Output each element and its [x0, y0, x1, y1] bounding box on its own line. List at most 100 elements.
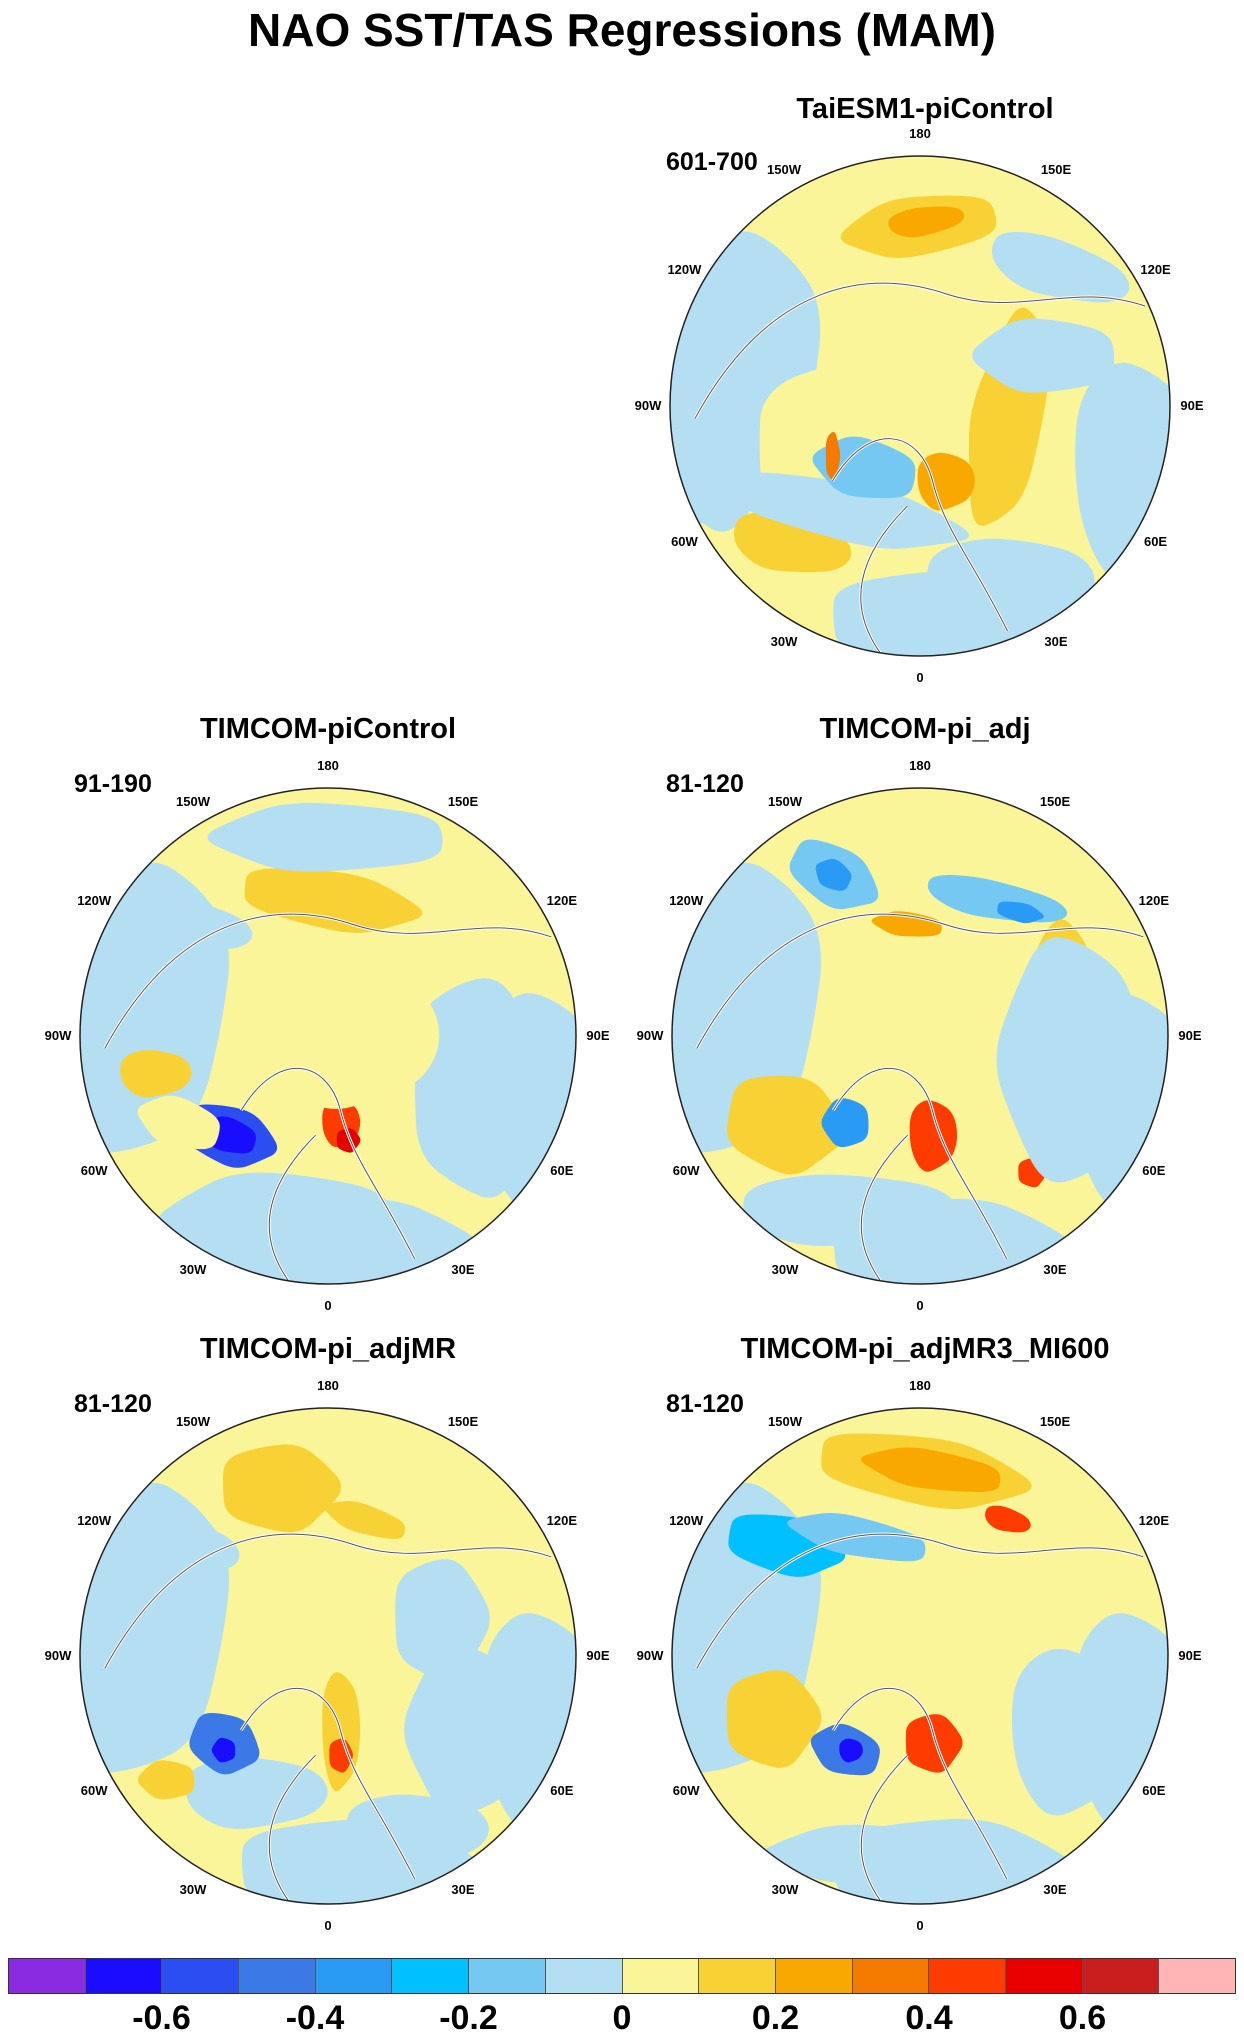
- contour-region: [148, 1516, 240, 1570]
- longitude-label: 150E: [447, 1414, 479, 1430]
- longitude-label: 120W: [667, 262, 702, 277]
- longitude-label: 180: [317, 1378, 339, 1393]
- longitude-label: 120E: [546, 893, 577, 908]
- longitude-label: 30W: [179, 1881, 207, 1897]
- longitude-label: 60E: [1142, 1783, 1166, 1798]
- longitude-label: 90E: [1180, 398, 1204, 413]
- longitude-label: 90W: [636, 1648, 664, 1663]
- panel-period: 81-120: [666, 770, 744, 798]
- colorbar-cell: [162, 1959, 240, 1993]
- longitude-label: 90W: [634, 398, 662, 413]
- contour-region: [207, 803, 443, 872]
- longitude-label: 30E: [1043, 1261, 1067, 1277]
- contour-region: [743, 1174, 957, 1247]
- colorbar-cell: [1082, 1959, 1160, 1993]
- longitude-label: 180: [909, 758, 931, 773]
- longitude-label: 90E: [1178, 1028, 1202, 1043]
- colorbar-cell: [315, 1959, 393, 1993]
- colorbar-cell: [239, 1959, 316, 1993]
- longitude-label: 90E: [586, 1028, 610, 1043]
- longitude-label: 180: [909, 126, 931, 141]
- colorbar-tick-label: -0.6: [132, 1999, 191, 2037]
- colorbar-cell: [929, 1959, 1006, 1993]
- longitude-label: 150W: [176, 1414, 210, 1430]
- colorbar-tick-label: 0.2: [751, 1999, 800, 2037]
- longitude-label: 60E: [550, 1163, 574, 1178]
- colorbar-cell: [775, 1959, 853, 1993]
- longitude-label: 120W: [669, 893, 704, 908]
- contour-region: [414, 978, 548, 1198]
- longitude-label: 0: [916, 670, 924, 685]
- longitude-label: 60W: [672, 1163, 700, 1178]
- longitude-label: 60E: [1143, 534, 1168, 549]
- panel-title: TIMCOM-pi_adj: [819, 713, 1031, 745]
- contour-region: [136, 897, 253, 950]
- contour-region: [157, 1172, 394, 1271]
- contour-region: [137, 1095, 220, 1150]
- longitude-label: 30E: [1044, 633, 1068, 649]
- colorbar-tick-label: 0: [612, 1999, 632, 2037]
- longitude-label: 90W: [44, 1648, 72, 1663]
- colorbar-tick-label: 0.4: [905, 1999, 953, 2037]
- contour-region: [323, 1501, 405, 1540]
- contour-region: [726, 1075, 846, 1175]
- longitude-label: 0: [324, 1918, 332, 1933]
- contour-region: [346, 1794, 489, 1867]
- contour-region: [860, 1447, 1001, 1492]
- longitude-label: 150E: [1040, 162, 1072, 178]
- contour-region: [888, 206, 965, 238]
- longitude-label: 150W: [768, 1414, 802, 1430]
- colorbar-cell: [85, 1959, 163, 1993]
- figure-title: NAO SST/TAS Regressions (MAM): [248, 4, 996, 56]
- contour-region: [761, 1824, 974, 1884]
- contour-region: [137, 1760, 195, 1800]
- contour-region: [909, 1100, 958, 1172]
- map-panel-timcom-pi-adjmr3-mi600: TIMCOM-pi_adjMR3_MI600 81-120 180 150E 120…: [610, 1328, 1240, 1933]
- contour-region: [404, 1643, 522, 1816]
- longitude-label: 30E: [1043, 1881, 1067, 1897]
- contour-region: [985, 1505, 1031, 1533]
- panel-period: 601-700: [666, 148, 758, 176]
- contour-region: [815, 858, 852, 891]
- contour-region: [211, 1737, 236, 1763]
- colorbar-cell: [1005, 1959, 1083, 1993]
- longitude-label: 120E: [1138, 893, 1169, 908]
- contour-region: [1011, 1648, 1131, 1816]
- panel-title: TIMCOM-pi_adjMR: [199, 1333, 457, 1365]
- contour-region: [991, 232, 1130, 303]
- longitude-label: 90E: [586, 1648, 610, 1663]
- longitude-label: 30W: [771, 1261, 799, 1277]
- longitude-label: 120E: [546, 1513, 577, 1528]
- longitude-label: 120W: [77, 1513, 112, 1528]
- longitude-label: 120E: [1138, 1513, 1169, 1528]
- contour-region: [972, 318, 1115, 393]
- longitude-label: 120W: [77, 893, 112, 908]
- colorbar-cell: [9, 1959, 86, 1993]
- colorbar-tick-label: -0.2: [439, 1999, 498, 2037]
- longitude-label: 90W: [636, 1028, 664, 1043]
- colorbar-cell: [392, 1959, 470, 1993]
- colorbar-cell: [852, 1959, 930, 1993]
- longitude-label: 60W: [671, 534, 698, 549]
- longitude-label: 150W: [767, 162, 801, 178]
- longitude-label: 0: [916, 1298, 924, 1313]
- colorbar-cell: [545, 1959, 623, 1993]
- longitude-label: 150W: [768, 794, 802, 810]
- polar-map: [671, 787, 1169, 1285]
- colorbar-cell: [622, 1959, 700, 1993]
- contour-region: [329, 1738, 353, 1773]
- panel-title: TIMCOM-piControl: [199, 713, 457, 745]
- colorbar-tick-label: 0.6: [1058, 1999, 1107, 2037]
- contour-region: [244, 868, 423, 933]
- longitude-label: 120W: [669, 1513, 704, 1528]
- contour-region: [996, 937, 1138, 1183]
- panel-title: TIMCOM-pi_adjMR3_MI600: [740, 1333, 1110, 1365]
- longitude-label: 60E: [1142, 1163, 1166, 1178]
- longitude-label: 30E: [451, 1261, 475, 1277]
- longitude-label: 0: [916, 1918, 924, 1933]
- longitude-label: 60W: [672, 1783, 700, 1798]
- contour-region: [120, 1049, 192, 1098]
- longitude-label: 60W: [80, 1783, 108, 1798]
- longitude-label: 30W: [179, 1261, 207, 1277]
- longitude-label: 30W: [771, 1881, 799, 1897]
